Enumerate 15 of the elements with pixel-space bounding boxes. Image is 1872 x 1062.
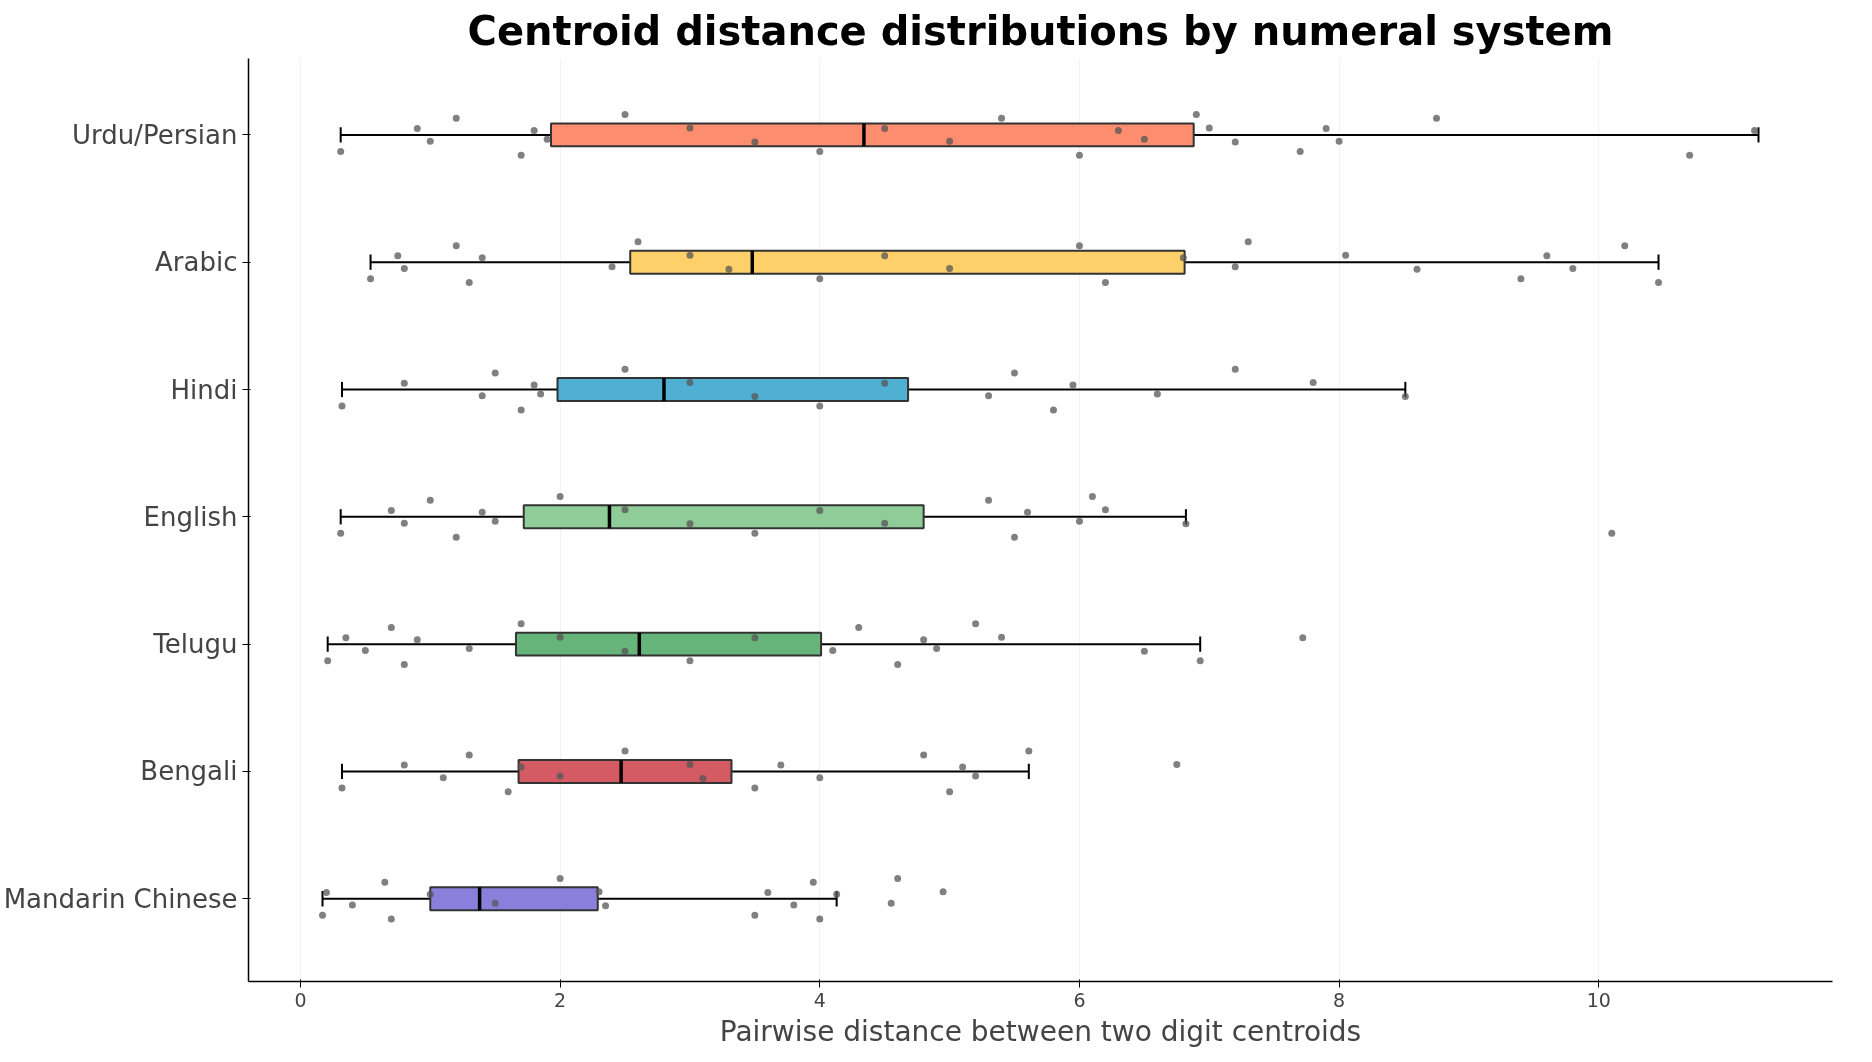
x-tick-label: 6 [1073, 988, 1086, 1011]
y-tick-label: Arabic [155, 247, 238, 278]
y-tick-label: Urdu/Persian [71, 119, 238, 150]
y-tick-label: English [143, 501, 238, 532]
y-tick-label: Telugu [152, 629, 238, 660]
x-tick-label: 8 [1333, 988, 1346, 1011]
chart-title: Centroid distance distributions by numeral system [467, 7, 1614, 54]
y-tick-label: Hindi [170, 374, 238, 405]
x-tick-label: 0 [294, 988, 307, 1011]
x-tick-label: 10 [1586, 988, 1611, 1011]
x-axis-title: Pairwise distance between two digit centroids [719, 1014, 1362, 1048]
x-tick-label: 4 [813, 988, 826, 1011]
x-tick-label: 2 [554, 988, 567, 1011]
y-tick-label: Bengali [140, 756, 238, 787]
y-tick-label: Mandarin Chinese [3, 883, 238, 914]
